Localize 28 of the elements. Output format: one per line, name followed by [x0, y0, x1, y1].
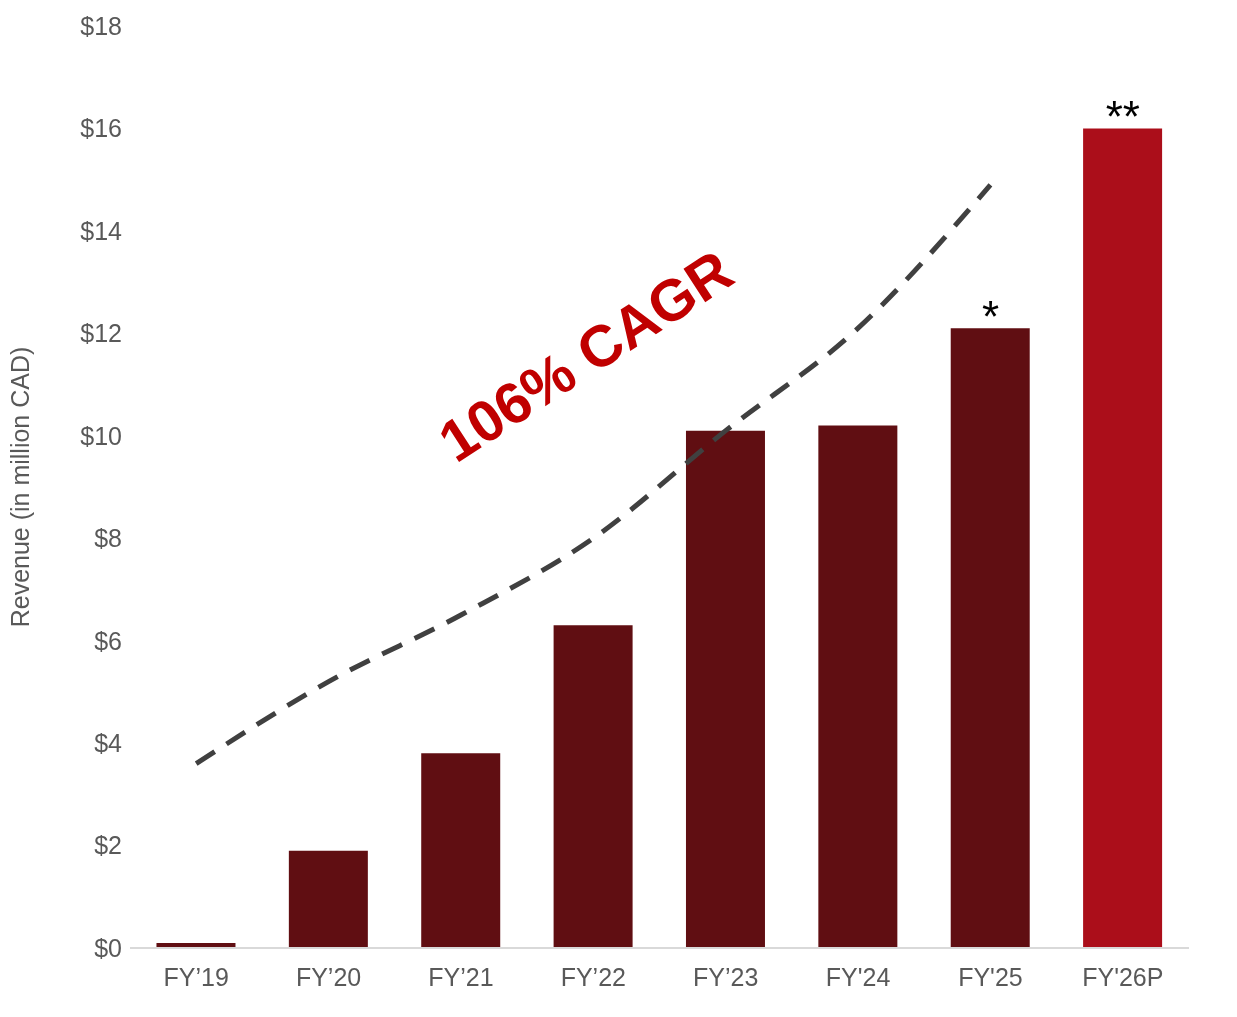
bar — [1083, 128, 1163, 948]
y-tick-label: $18 — [80, 11, 122, 40]
y-tick-label: $4 — [94, 728, 123, 757]
y-axis-title: Revenue (in million CAD) — [5, 346, 34, 628]
y-tick-label: $16 — [80, 114, 122, 143]
y-tick-label: $6 — [94, 626, 122, 655]
bar — [288, 850, 368, 948]
x-tick-label: FY’20 — [295, 962, 362, 991]
x-tick-label: FY’22 — [560, 962, 626, 991]
y-tick-label: $12 — [80, 319, 122, 348]
x-tick-label: FY’23 — [693, 962, 759, 991]
x-tick-label: FY'24 — [825, 962, 891, 991]
y-tick-label: $0 — [94, 933, 122, 962]
y-tick-label: $10 — [80, 421, 122, 450]
annotation: * — [981, 292, 999, 342]
bar — [553, 625, 633, 948]
x-tick-label: FY'25 — [958, 962, 1023, 991]
bar — [818, 425, 898, 948]
x-tick-label: FY’19 — [163, 962, 229, 991]
y-tick-label: $2 — [94, 831, 122, 860]
annotation: ** — [1105, 92, 1140, 142]
x-tick-label: FY'26P — [1082, 962, 1164, 991]
bar — [685, 430, 765, 948]
bar — [950, 328, 1030, 948]
bar — [421, 753, 501, 948]
x-tick-label: FY’21 — [428, 962, 494, 991]
y-tick-label: $8 — [94, 524, 122, 553]
y-tick-label: $14 — [80, 216, 123, 245]
